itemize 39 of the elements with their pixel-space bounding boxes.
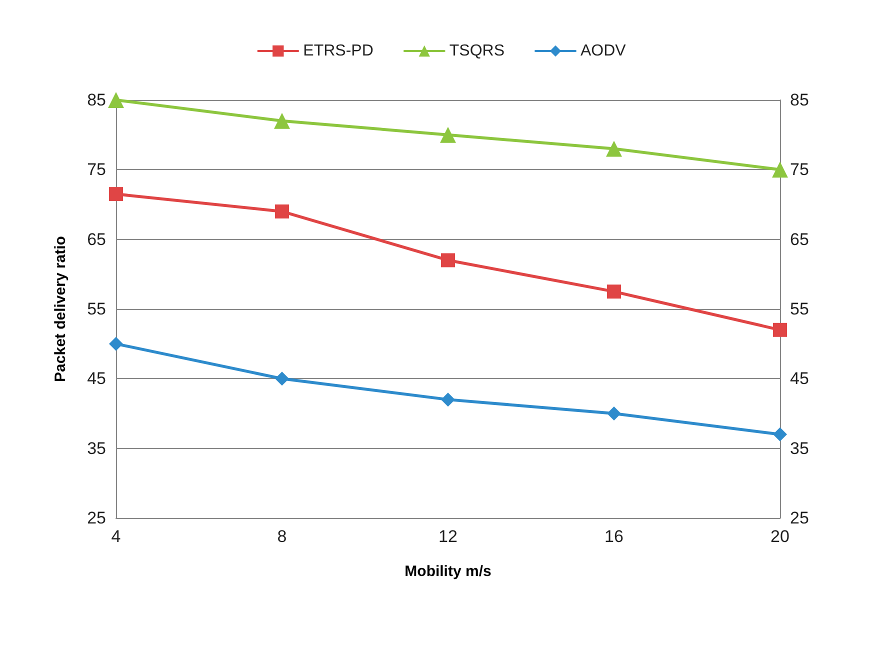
- legend-label: AODV: [580, 42, 626, 60]
- x-tick-label: 20: [770, 527, 790, 546]
- point: [275, 372, 289, 386]
- point: [275, 204, 289, 218]
- point: [773, 427, 787, 442]
- y-tick-label: 25: [87, 508, 106, 528]
- y-tick-label: 35: [87, 438, 106, 458]
- y2-tick-label: 75: [790, 160, 809, 180]
- point: [606, 140, 622, 157]
- y2-tick-label: 45: [790, 369, 809, 388]
- y2-tick-label: 35: [790, 438, 809, 458]
- x-tick-label: 4: [111, 527, 121, 546]
- legend-label: TSQRS: [449, 42, 505, 60]
- x-tick-label: 8: [277, 527, 287, 546]
- y-tick-label: 45: [87, 369, 106, 388]
- point: [772, 162, 788, 178]
- y-axis-title: Packet delivery ratio: [52, 236, 69, 382]
- y-tick-label: 85: [87, 90, 106, 110]
- x-tick-label: 16: [604, 527, 624, 546]
- legend-label: ETRS-PD: [303, 42, 374, 60]
- x-axis-title: Mobility m/s: [404, 563, 492, 580]
- point: [440, 126, 456, 143]
- y2-tick-label: 25: [790, 508, 809, 528]
- point: [773, 322, 787, 337]
- point: [607, 406, 621, 420]
- point: [274, 112, 290, 129]
- point: [607, 284, 621, 299]
- y-tick-label: 75: [87, 160, 106, 180]
- x-tick-label: 12: [438, 527, 458, 546]
- y-tick-label: 55: [87, 300, 106, 318]
- point: [441, 392, 455, 407]
- point: [109, 187, 123, 202]
- point: [108, 92, 124, 108]
- point: [109, 336, 123, 351]
- y2-tick-label: 65: [790, 230, 809, 249]
- y2-tick-label: 55: [790, 300, 809, 318]
- point: [441, 253, 455, 268]
- y2-tick-label: 85: [790, 90, 809, 110]
- y-tick-label: 65: [87, 230, 106, 249]
